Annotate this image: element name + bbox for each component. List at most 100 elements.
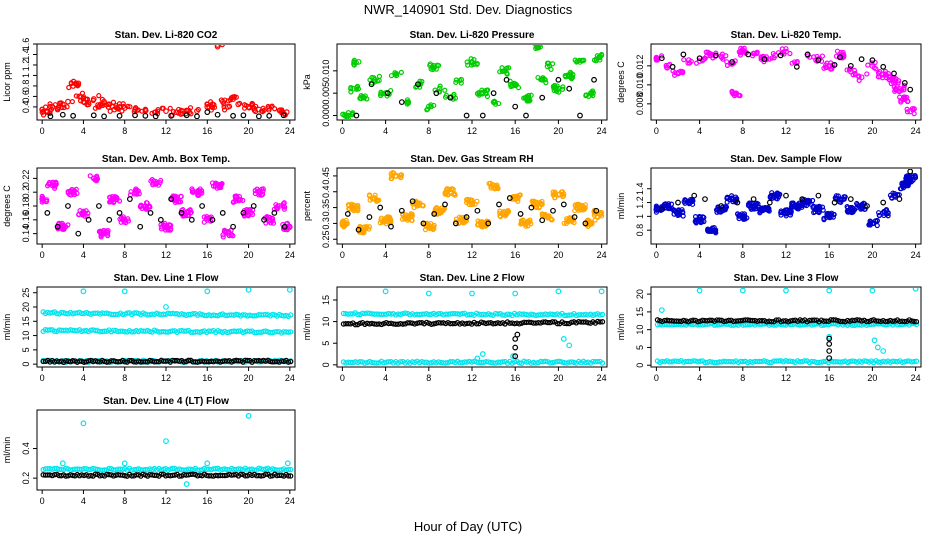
- data-point: [124, 310, 130, 316]
- data-point: [468, 62, 475, 68]
- data-point: [730, 318, 737, 325]
- data-point: [749, 317, 756, 324]
- data-point: [880, 348, 887, 354]
- x-tick-label: 0: [340, 250, 345, 260]
- data-point: [485, 220, 492, 227]
- data-point: [473, 321, 480, 327]
- data-point: [435, 359, 442, 365]
- data-point: [54, 106, 61, 113]
- data-point: [65, 98, 71, 105]
- data-point: [129, 329, 135, 335]
- data-point: [811, 54, 817, 60]
- data-point: [745, 51, 752, 58]
- y-tick-label: 0.18: [21, 197, 31, 215]
- data-point: [483, 320, 489, 327]
- data-point: [754, 318, 760, 324]
- data-point: [821, 215, 827, 221]
- data-point: [888, 80, 894, 87]
- data-point: [658, 55, 665, 62]
- y-axis-label: Licor ppm: [2, 62, 12, 102]
- data-point: [443, 92, 450, 98]
- data-point: [39, 196, 46, 202]
- data-point: [480, 224, 486, 230]
- panel-title: Stan. Dev. Gas Stream RH: [410, 154, 533, 165]
- data-point: [554, 320, 561, 327]
- data-point: [388, 311, 394, 317]
- data-point: [689, 198, 695, 205]
- data-point: [533, 360, 539, 366]
- data-point: [783, 288, 789, 294]
- data-point: [442, 360, 449, 366]
- data-point: [64, 104, 70, 110]
- data-point: [104, 359, 110, 365]
- data-point: [285, 329, 292, 335]
- data-point: [235, 357, 242, 364]
- data-point: [858, 74, 865, 81]
- data-point: [547, 311, 553, 317]
- data-point: [240, 210, 247, 216]
- data-point: [188, 216, 195, 223]
- data-point: [426, 360, 432, 366]
- plot-area: [39, 45, 290, 119]
- y-tick-label: 0.000: [321, 104, 331, 127]
- x-tick-label: 4: [81, 373, 86, 383]
- data-point: [799, 196, 806, 202]
- data-point: [528, 204, 535, 211]
- x-tick-label: 4: [81, 250, 86, 260]
- data-point: [376, 73, 383, 79]
- data-point: [837, 51, 843, 58]
- y-axis-label: ml/min: [2, 437, 12, 464]
- y-axis-label: ml/min: [302, 314, 312, 341]
- y-axis-label: degrees C: [2, 185, 12, 227]
- data-point: [880, 63, 887, 70]
- data-point: [769, 55, 775, 61]
- data-point: [65, 190, 71, 196]
- data-point: [230, 223, 236, 230]
- data-point: [368, 81, 375, 88]
- data-point: [116, 198, 123, 204]
- data-point: [723, 318, 730, 324]
- plot-frame: [36, 286, 296, 368]
- data-point: [831, 199, 838, 206]
- data-point: [475, 218, 481, 224]
- data-point: [119, 108, 125, 114]
- data-point: [219, 210, 226, 216]
- data-point: [911, 358, 917, 365]
- data-point: [702, 196, 708, 202]
- data-point: [284, 223, 291, 230]
- data-point: [469, 290, 475, 297]
- data-point: [766, 199, 773, 206]
- data-point: [549, 359, 556, 366]
- data-point: [284, 460, 291, 467]
- data-point: [558, 189, 565, 195]
- x-tick-label: 12: [161, 250, 171, 260]
- data-point: [73, 80, 80, 87]
- data-point: [779, 46, 785, 52]
- data-point: [381, 219, 387, 225]
- data-point: [400, 321, 406, 327]
- data-point: [110, 99, 117, 105]
- data-point: [407, 320, 413, 326]
- data-point: [890, 358, 896, 364]
- data-point: [397, 359, 404, 365]
- data-point: [799, 318, 806, 324]
- x-tick-label: 0: [40, 250, 45, 260]
- x-tick-label: 4: [81, 126, 86, 136]
- data-point: [181, 359, 187, 365]
- data-point: [235, 328, 242, 334]
- data-point: [837, 196, 843, 202]
- data-point: [901, 82, 907, 89]
- data-point: [168, 226, 174, 232]
- panel-title: Stan. Dev. Sample Flow: [730, 154, 842, 165]
- data-point: [523, 359, 530, 365]
- data-point: [728, 322, 734, 328]
- y-tick-label: 1: [21, 73, 31, 78]
- data-point: [92, 327, 99, 334]
- x-tick-label: 8: [426, 373, 431, 383]
- data-point: [676, 209, 682, 215]
- x-tick-label: 24: [911, 126, 921, 136]
- panel-line2: Stan. Dev. Line 2 Flow ml/min 0 4 8 12 16 20 24 0…: [302, 273, 608, 383]
- x-tick-label: 0: [654, 126, 659, 136]
- data-point: [490, 99, 497, 106]
- data-point: [106, 101, 113, 108]
